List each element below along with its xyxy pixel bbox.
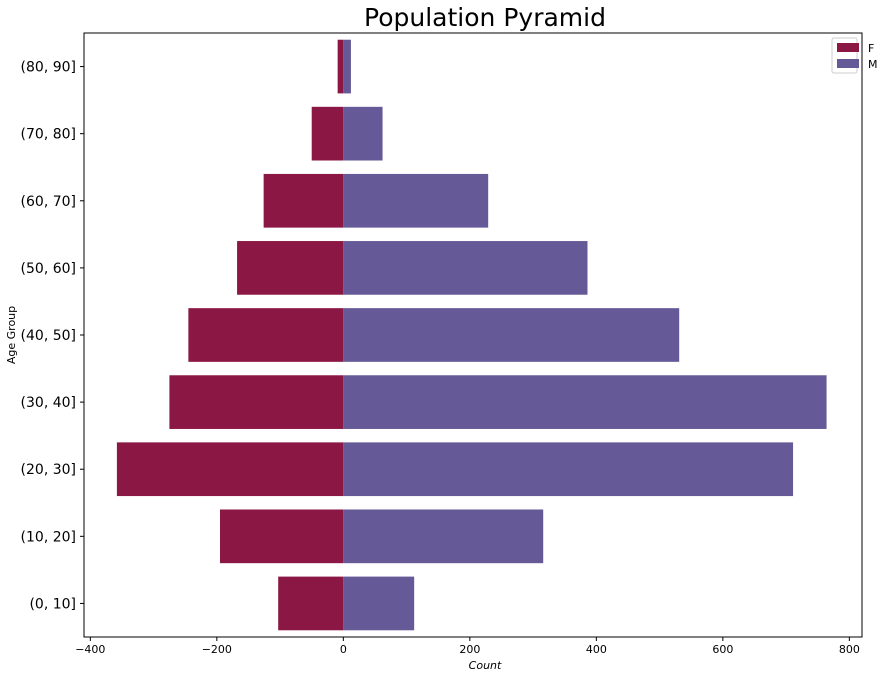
x-tick-label: 0 — [340, 643, 347, 656]
y-tick-label: (0, 10] — [29, 596, 76, 612]
bar-m-8 — [343, 39, 351, 94]
x-axis-label: Count — [469, 659, 502, 672]
bars-layer — [116, 39, 827, 631]
y-tick-label: (10, 20] — [21, 529, 76, 545]
bar-m-5 — [343, 241, 588, 295]
x-tick-label: 400 — [586, 643, 607, 656]
chart-title: Population Pyramid — [364, 3, 606, 32]
bar-f-1 — [219, 509, 344, 564]
bar-m-1 — [343, 509, 544, 564]
y-tick-label: (20, 30] — [21, 462, 76, 478]
x-tick-label: 200 — [459, 643, 480, 656]
bar-m-0 — [343, 576, 415, 631]
bar-f-2 — [116, 442, 344, 497]
y-tick-label: (60, 70] — [21, 194, 76, 210]
y-tick-label: (80, 90] — [21, 60, 76, 76]
legend: FM — [831, 37, 878, 74]
y-tick-label: (40, 50] — [21, 328, 76, 344]
x-axis: −400 −200 0 200 400 600 800 — [75, 637, 860, 656]
bar-f-7 — [311, 106, 344, 161]
bar-f-4 — [188, 308, 344, 362]
y-tick-label: (70, 80] — [21, 127, 76, 143]
bar-m-7 — [343, 106, 383, 161]
bar-f-0 — [278, 576, 344, 631]
y-axis: (0, 10] (10, 20] (20, 30] (30, 40] (40, 50] (… — [21, 60, 84, 612]
bar-m-4 — [343, 308, 680, 362]
bar-f-5 — [237, 241, 344, 295]
bar-m-3 — [343, 375, 827, 429]
legend-label-f: F — [868, 42, 874, 55]
legend-label-m: M — [868, 58, 878, 71]
bar-m-6 — [343, 173, 489, 228]
legend-swatch-f — [837, 43, 859, 52]
x-tick-label: −200 — [202, 643, 232, 656]
x-tick-label: 600 — [712, 643, 733, 656]
bar-f-3 — [169, 375, 344, 429]
x-tick-label: −400 — [75, 643, 105, 656]
bar-m-2 — [343, 442, 794, 497]
y-tick-label: (30, 40] — [21, 395, 76, 411]
y-tick-label: (50, 60] — [21, 261, 76, 277]
bar-f-8 — [337, 39, 344, 94]
y-axis-label: Age Group — [5, 306, 18, 364]
bar-f-6 — [263, 173, 344, 228]
x-tick-label: 800 — [839, 643, 860, 656]
legend-entries: FM — [837, 42, 878, 71]
legend-swatch-m — [837, 59, 859, 68]
